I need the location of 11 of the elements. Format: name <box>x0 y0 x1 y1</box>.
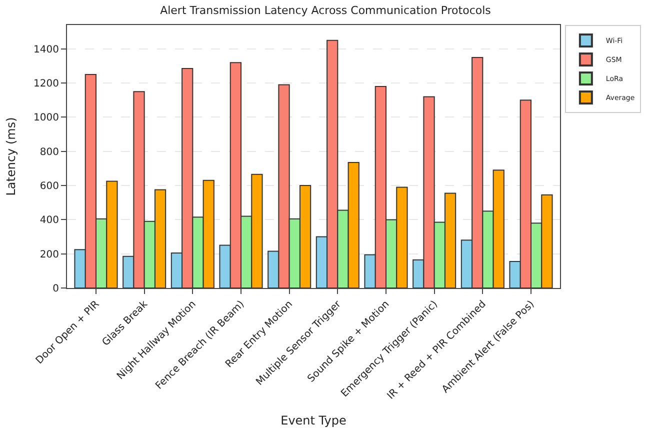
y-tick-label: 1400 <box>34 44 59 56</box>
y-tick-label: 0 <box>52 284 59 294</box>
x-axis-title: Event Type <box>280 414 346 428</box>
y-tick-label: 400 <box>40 215 59 226</box>
y-tick-label: 600 <box>40 181 59 192</box>
y-axis-title: Latency (ms) <box>4 117 18 196</box>
y-tick-label: 200 <box>40 249 59 260</box>
y-tick-label: 1000 <box>34 112 59 124</box>
chart-title: Alert Transmission Latency Across Communication Protocols <box>160 4 492 18</box>
y-tick-label: 1200 <box>34 78 59 90</box>
y-tick-label: 800 <box>40 146 59 158</box>
